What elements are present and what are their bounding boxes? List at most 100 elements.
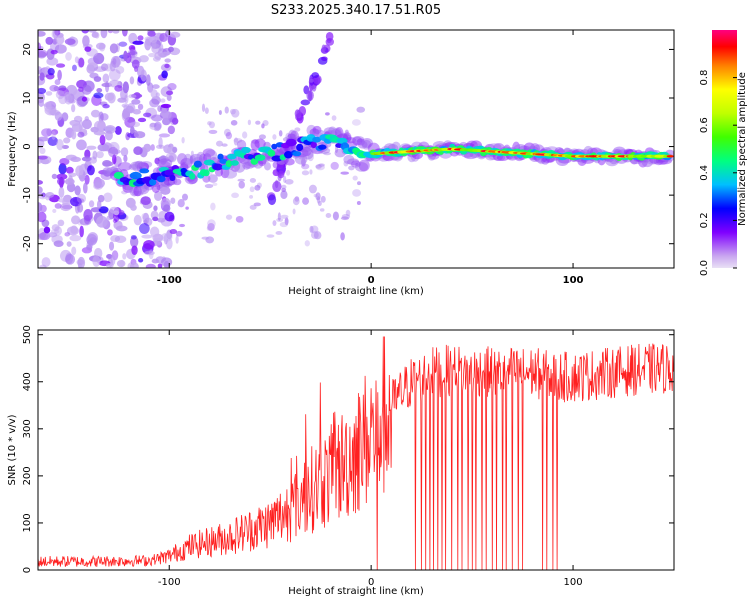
spectrogram-blob (144, 38, 152, 51)
spectrogram-blob (201, 103, 206, 112)
spectrogram-blob (201, 236, 210, 240)
spectrogram-blob (264, 162, 271, 171)
spectrogram-blob (148, 53, 157, 58)
spectrogram-blob (237, 178, 245, 182)
spectrogram-blob (242, 131, 248, 139)
spectrogram-blob (145, 263, 156, 268)
spectrogram-blob (341, 214, 351, 219)
spectrogram-blob (129, 76, 135, 85)
spectrogram-blob (38, 155, 48, 160)
spectrogram-blob (137, 117, 147, 123)
spectrogram-x-tick-label: -100 (157, 275, 182, 286)
spectrogram-blob (225, 132, 233, 140)
spectrogram-blob (267, 194, 277, 206)
spectrogram-blob (38, 87, 47, 94)
spectrogram-blob (65, 95, 71, 103)
spectrogram-blob (139, 55, 149, 63)
spectrogram-blob (77, 131, 85, 138)
spectrogram-blob (149, 226, 160, 238)
spectrogram-blob (104, 130, 113, 141)
spectrogram-blob (169, 228, 178, 235)
spectrogram-y-axis-label: Frequency (Hz) (7, 111, 18, 187)
spectrogram-blob (115, 225, 128, 232)
spectrogram-blob (189, 173, 196, 180)
spectrogram-blob (169, 174, 176, 182)
colorbar-tick-label: 0.8 (699, 70, 710, 86)
snr-x-tick-label: -100 (158, 577, 181, 588)
spectrogram-blob (58, 163, 67, 175)
spectrogram-blob (304, 240, 310, 247)
spectrogram-blob (41, 158, 50, 165)
spectrogram-blob (169, 117, 179, 126)
spectrogram-blob (64, 178, 75, 186)
spectrogram-blob (175, 235, 179, 244)
spectrogram-blob (69, 234, 82, 242)
spectrogram-blob (283, 175, 287, 184)
spectrogram-blob (99, 134, 106, 146)
spectrogram-blob (215, 140, 223, 147)
spectrogram-blob (51, 129, 59, 136)
spectrogram-blob (129, 262, 139, 268)
spectrogram-blob (292, 208, 296, 215)
spectrogram-blob (82, 182, 88, 194)
spectrogram-blob (79, 225, 84, 238)
spectrogram-blob (272, 134, 277, 140)
spectrogram-blob (166, 90, 174, 96)
spectrogram-blob (102, 160, 112, 167)
spectrogram-blob (204, 107, 209, 114)
snr-y-axis-label: SNR (10 * v/v) (7, 414, 18, 485)
spectrogram-blob (131, 59, 140, 69)
snr-y-tick-label: 200 (22, 466, 33, 485)
spectrogram-blob (301, 163, 310, 170)
spectrogram-blob (145, 74, 151, 87)
spectrogram-blob (65, 253, 76, 265)
spectrogram-blob (109, 43, 119, 54)
spectrogram-blob (129, 46, 136, 56)
spectrogram-blob (208, 129, 218, 135)
spectrogram-blob (61, 112, 69, 122)
spectrogram-blob (139, 160, 153, 169)
spectrogram-blob (58, 85, 67, 92)
spectrogram-blob (193, 160, 202, 168)
spectrogram-blob (143, 112, 152, 118)
spectrogram-blob (102, 73, 110, 84)
spectrogram-blob (110, 56, 121, 68)
spectrogram-blob (254, 184, 261, 191)
spectrogram-blob (286, 169, 291, 176)
spectrogram-blob (119, 259, 125, 268)
spectrogram-blob (113, 210, 120, 216)
spectrogram-blob (114, 126, 122, 135)
spectrogram-blob (319, 208, 325, 212)
spectrogram-blob (310, 141, 317, 149)
spectrogram-blob (271, 143, 278, 150)
spectrogram-blob (108, 241, 115, 251)
spectrogram-blob (87, 165, 95, 176)
spectrogram-y-tick-label: -20 (22, 236, 33, 252)
spectrogram-blob (219, 158, 228, 164)
spectrogram-blob (159, 110, 172, 120)
spectrogram-blob (161, 181, 173, 188)
spectrogram-blob (285, 138, 297, 147)
spectrogram-blob (90, 126, 99, 133)
spectrogram-blob (309, 169, 313, 175)
spectrogram-blob (137, 103, 144, 111)
spectrogram-blob (315, 164, 322, 169)
spectrogram-blob (249, 204, 257, 210)
spectrogram-blob (84, 149, 91, 159)
spectrogram-blob (94, 66, 107, 72)
spectrogram-blob (321, 44, 326, 53)
spectrogram-blob (114, 235, 127, 244)
spectrogram-blob (123, 154, 128, 163)
spectrogram-blob (253, 202, 261, 207)
spectrogram-blob (65, 166, 74, 174)
spectrogram-blob (70, 225, 78, 234)
spectrogram-blob (284, 151, 293, 159)
spectrogram-blob (96, 215, 108, 228)
spectrogram-blob (300, 99, 311, 106)
spectrogram-blob (175, 230, 183, 237)
spectrogram-blob (84, 174, 90, 185)
spectrogram-blob (141, 234, 153, 239)
spectrogram-blob (173, 178, 182, 186)
spectrogram-blob (152, 84, 160, 89)
spectrogram-blob (81, 96, 88, 102)
